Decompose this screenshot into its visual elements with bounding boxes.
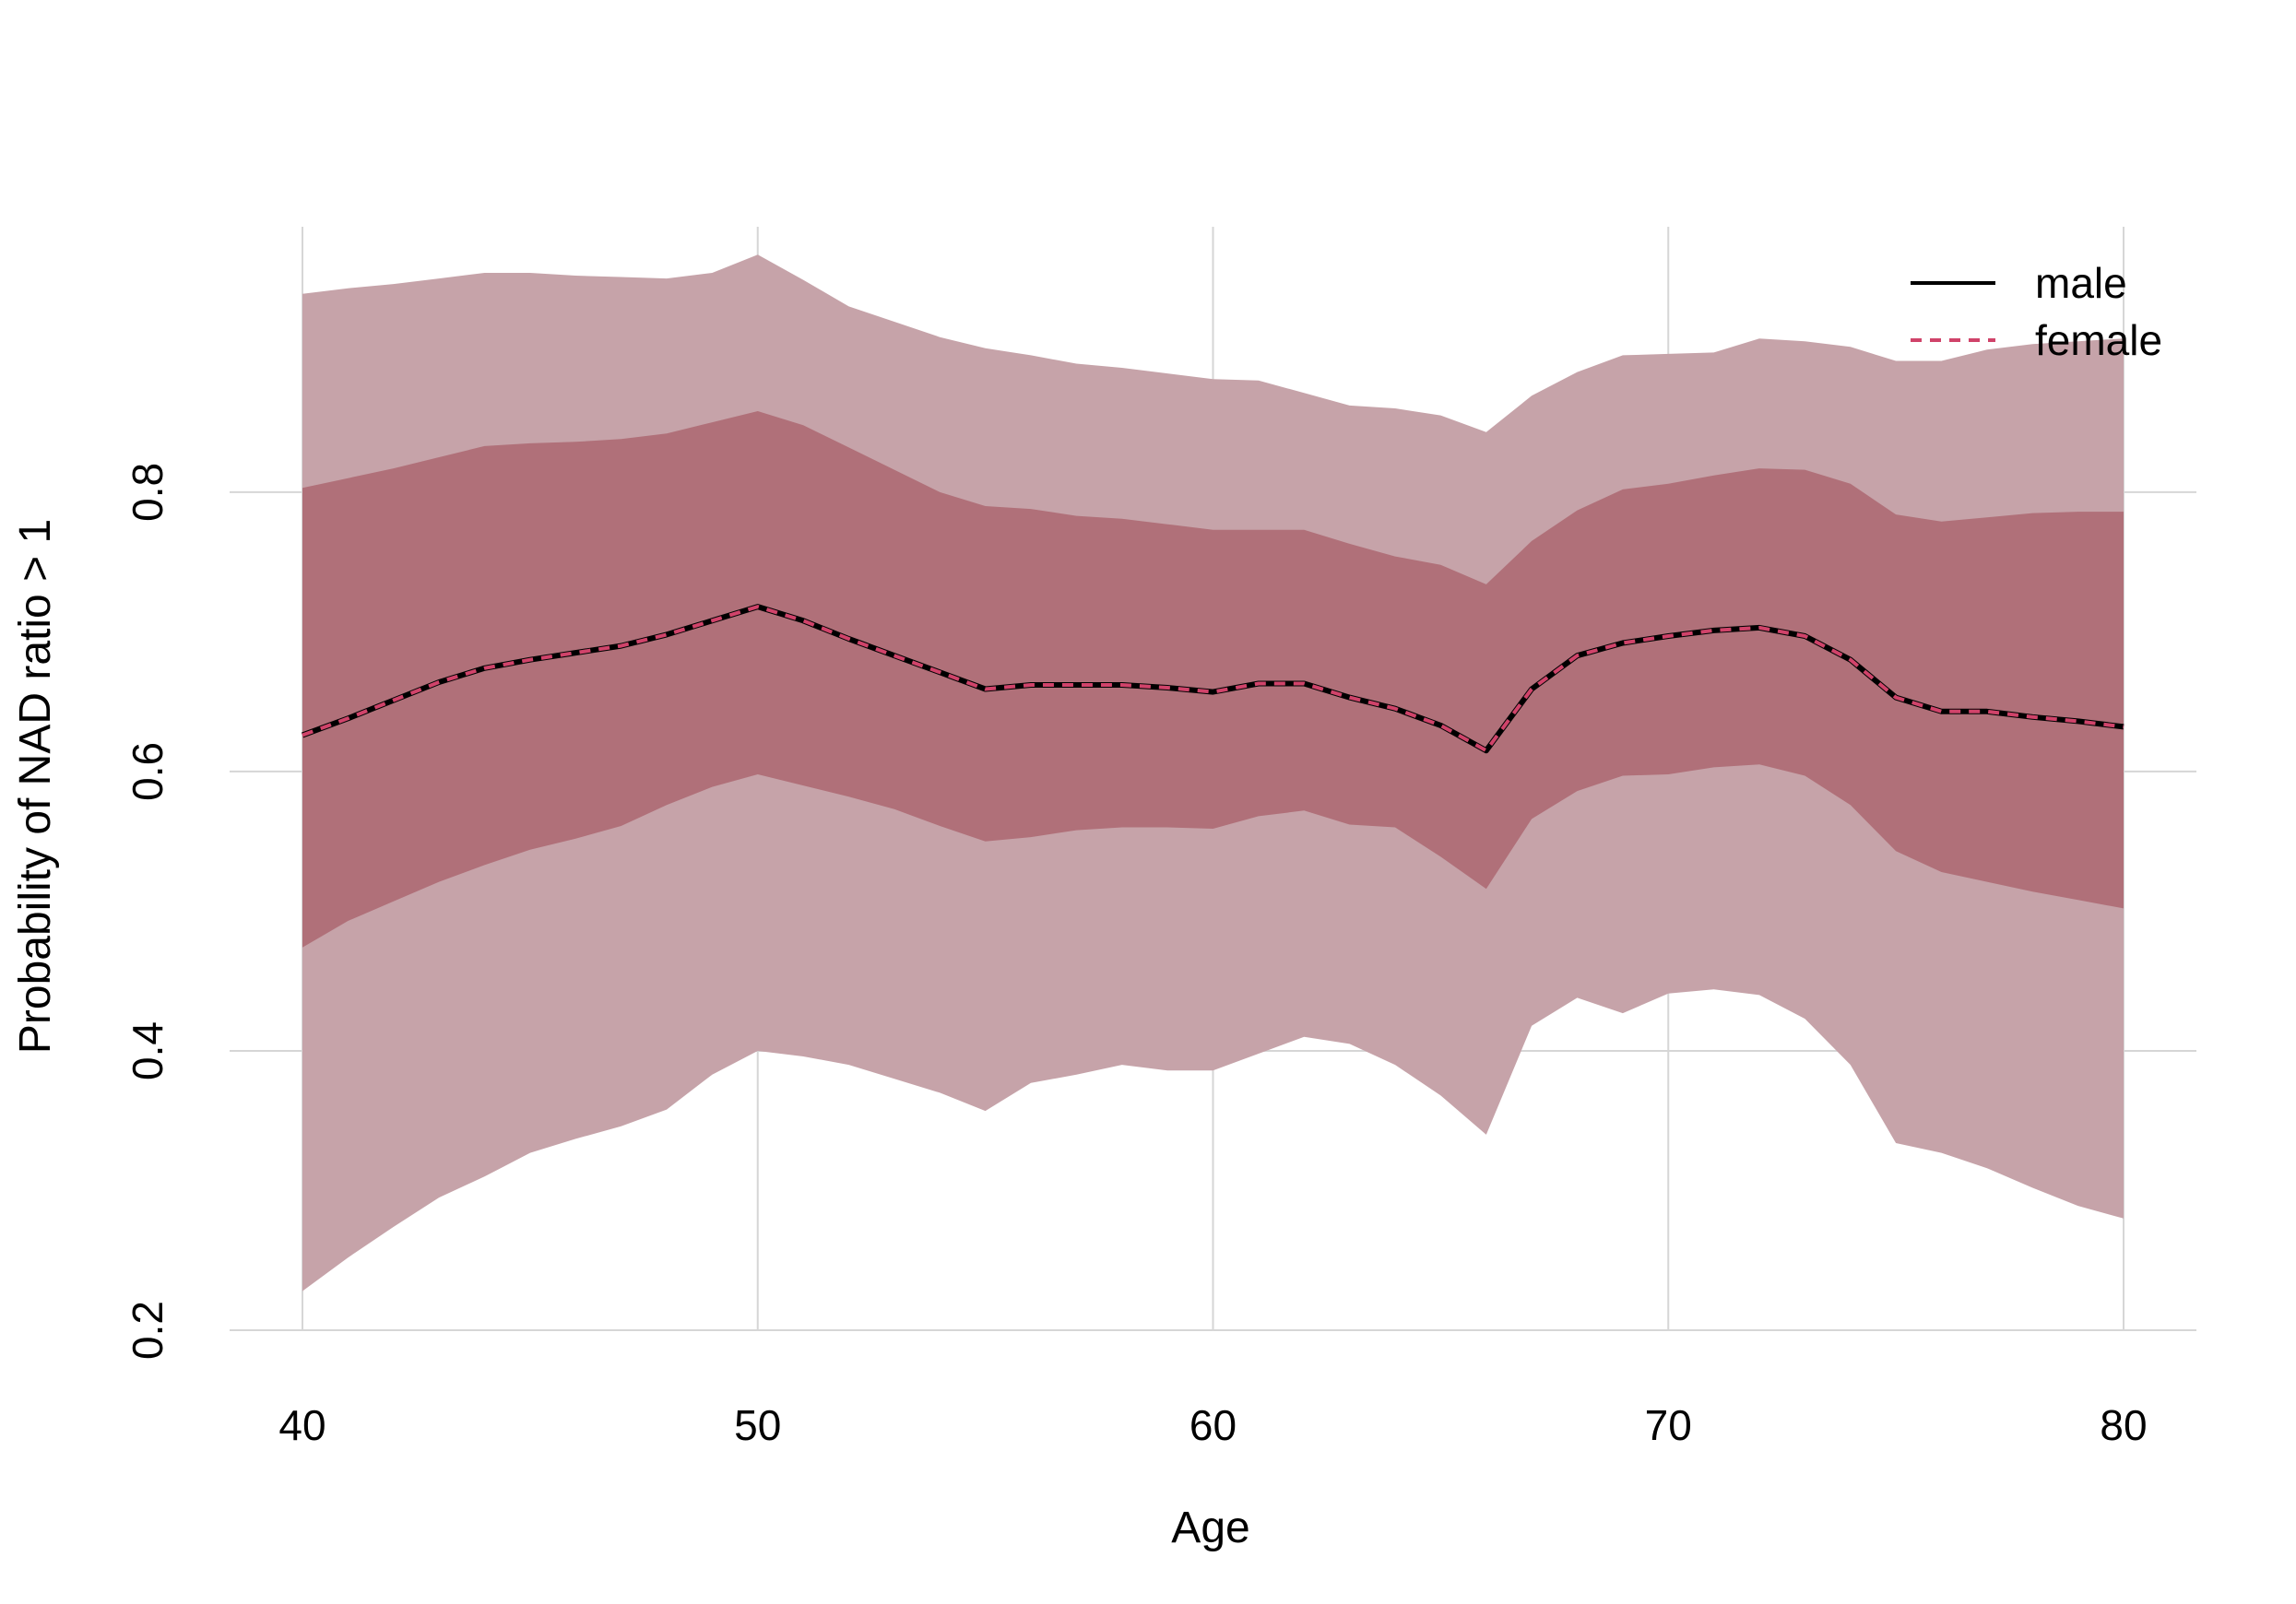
y-tick-label-0.2: 0.2 xyxy=(124,1301,172,1360)
legend-label-female: female xyxy=(2035,316,2162,364)
x-tick-labels: 40 50 60 70 80 xyxy=(278,1401,2147,1449)
x-tick-label-40: 40 xyxy=(278,1401,325,1449)
y-axis-title: Probability of NAD ratio > 1 xyxy=(11,519,60,1054)
x-tick-label-50: 50 xyxy=(734,1401,781,1449)
y-tick-label-0.8: 0.8 xyxy=(124,463,172,522)
legend-label-male: male xyxy=(2035,259,2127,307)
x-tick-label-60: 60 xyxy=(1189,1401,1237,1449)
y-tick-labels: 0.2 0.4 0.6 0.8 xyxy=(124,463,172,1360)
x-tick-label-70: 70 xyxy=(1645,1401,1692,1449)
y-tick-label-0.4: 0.4 xyxy=(124,1021,172,1080)
x-axis-title: Age xyxy=(1171,1504,1249,1552)
x-tick-label-80: 80 xyxy=(2100,1401,2147,1449)
series-lines xyxy=(301,604,2124,754)
series-line-female xyxy=(302,605,2124,753)
inner-confidence-band xyxy=(302,411,2124,948)
legend: male female xyxy=(1911,259,2162,364)
inner-band-area xyxy=(302,411,2124,948)
y-tick-label-0.6: 0.6 xyxy=(124,742,172,801)
